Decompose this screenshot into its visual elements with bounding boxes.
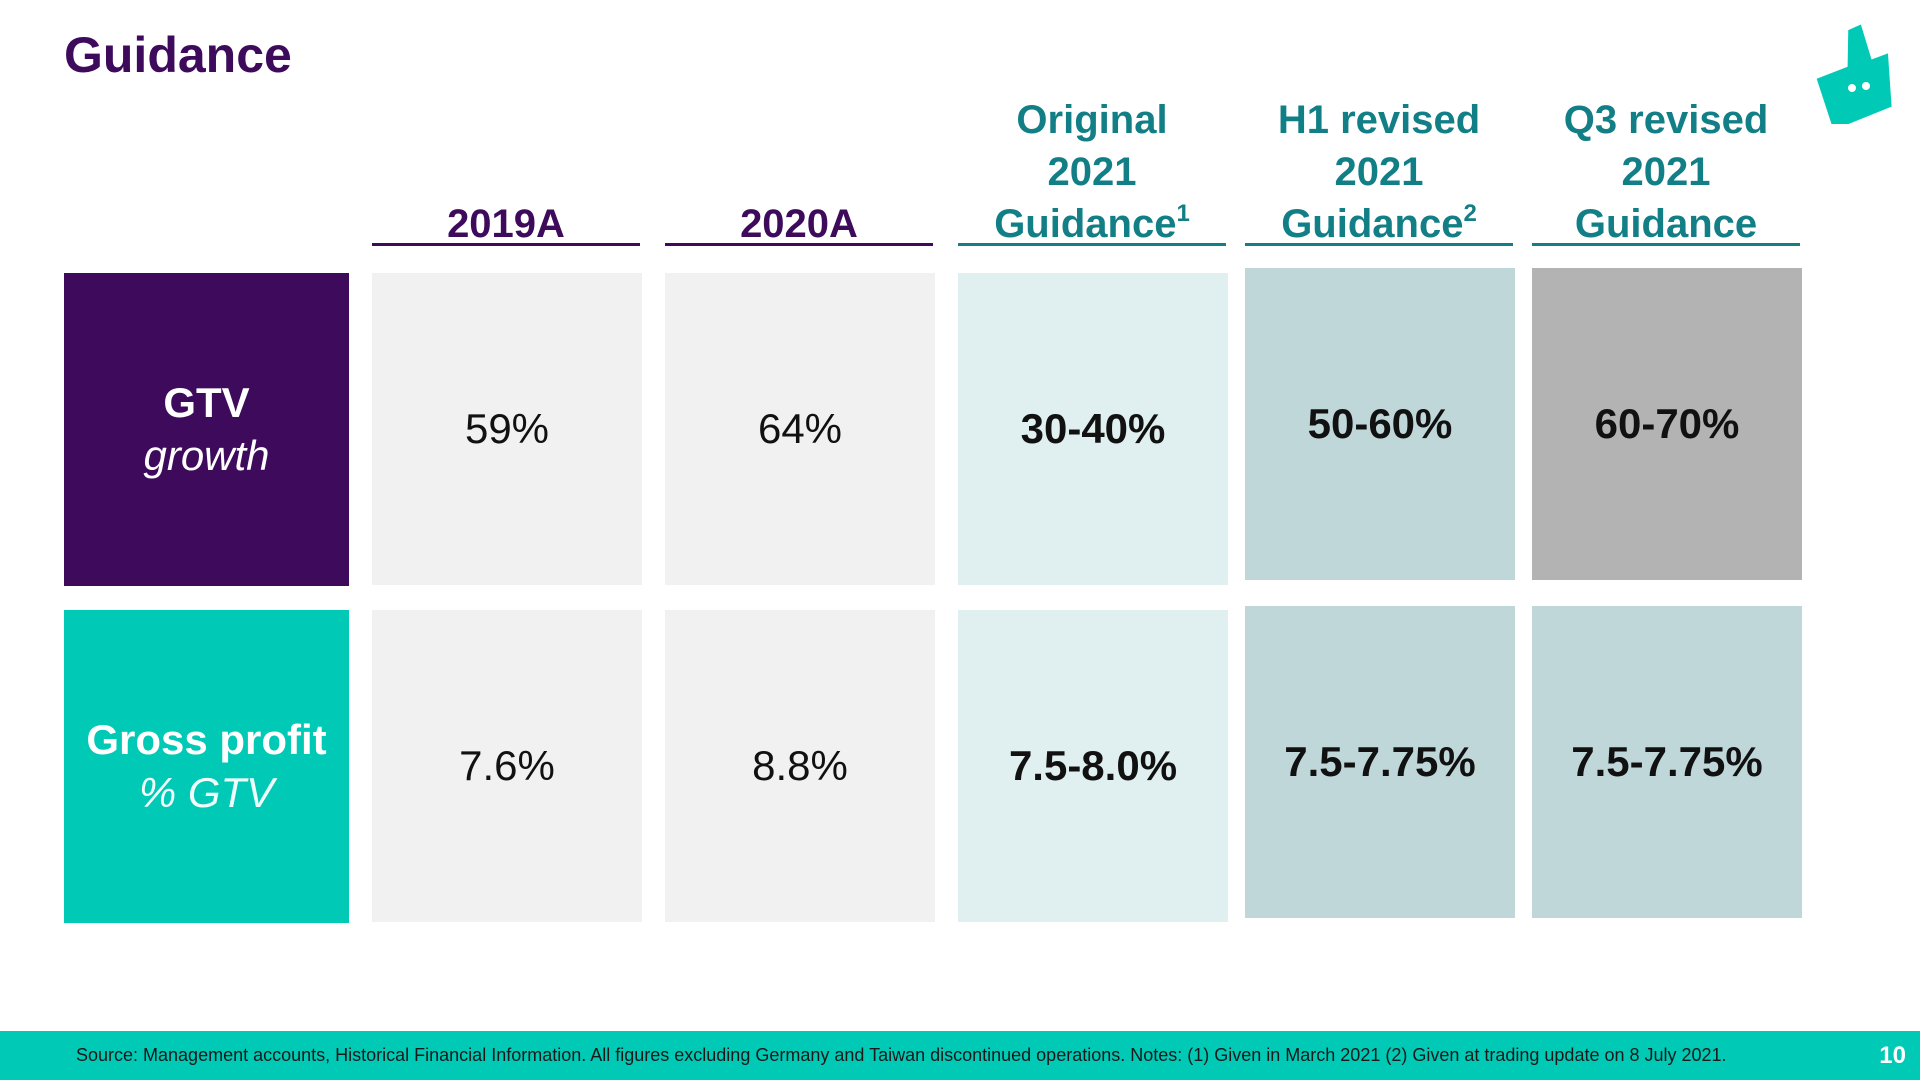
header-divider	[958, 243, 1226, 246]
table-cell: 59%	[372, 273, 642, 585]
table-cell: 30-40%	[958, 273, 1228, 585]
table-cell: 8.8%	[665, 610, 935, 922]
column-header-q3-revised-2021: Q3 revised 2021 Guidance	[1532, 80, 1800, 250]
table-cell: 7.5-7.75%	[1245, 606, 1515, 918]
column-header-line: Q3 revised	[1563, 98, 1769, 142]
table-cell: 64%	[665, 273, 935, 585]
footer-bar: Source: Management accounts, Historical …	[0, 1031, 1920, 1080]
header-divider	[1245, 243, 1513, 246]
page-title: Guidance	[64, 27, 292, 83]
row-label-gtv-growth: GTV growth	[64, 273, 349, 586]
column-header-2019a: 2019A	[372, 80, 640, 250]
table-cell: 7.5-8.0%	[958, 610, 1228, 922]
table-cell: 60-70%	[1532, 268, 1802, 580]
column-header-line: Original	[1016, 98, 1168, 142]
page-number: 10	[1879, 1042, 1906, 1069]
header-divider	[372, 243, 640, 246]
column-header-line: 2019A	[447, 202, 565, 246]
table-cell: 7.5-7.75%	[1532, 606, 1802, 918]
footnote-marker: 1	[1176, 200, 1190, 227]
row-label-main: GTV	[163, 379, 250, 426]
source-note: Source: Management accounts, Historical …	[76, 1045, 1727, 1065]
column-header-line: 2021	[1621, 150, 1711, 194]
row-label-sub: growth	[143, 431, 270, 479]
row-label-sub: % GTV	[138, 768, 275, 816]
deliveroo-kangaroo-logo-icon	[1816, 24, 1892, 124]
row-label-main: Gross profit	[86, 716, 327, 763]
column-header-line: 2020A	[740, 202, 858, 246]
column-header-h1-revised-2021: H1 revised 2021 Guidance2	[1245, 80, 1513, 250]
table-cell: 7.6%	[372, 610, 642, 922]
header-divider	[1532, 243, 1800, 246]
header-divider	[665, 243, 933, 246]
column-header-original-2021: Original 2021 Guidance1	[958, 80, 1226, 250]
footnote-marker: 2	[1463, 200, 1477, 227]
column-header-line: Guidance1	[994, 200, 1190, 247]
column-header-2020a: 2020A	[665, 80, 933, 250]
column-header-line: 2021	[1047, 150, 1137, 194]
row-label-gross-profit: Gross profit % GTV	[64, 610, 349, 923]
column-header-line: Guidance	[1574, 202, 1758, 246]
column-header-line: Guidance2	[1281, 200, 1477, 247]
column-header-line: 2021	[1334, 150, 1424, 194]
column-header-line: H1 revised	[1277, 98, 1481, 142]
table-cell: 50-60%	[1245, 268, 1515, 580]
